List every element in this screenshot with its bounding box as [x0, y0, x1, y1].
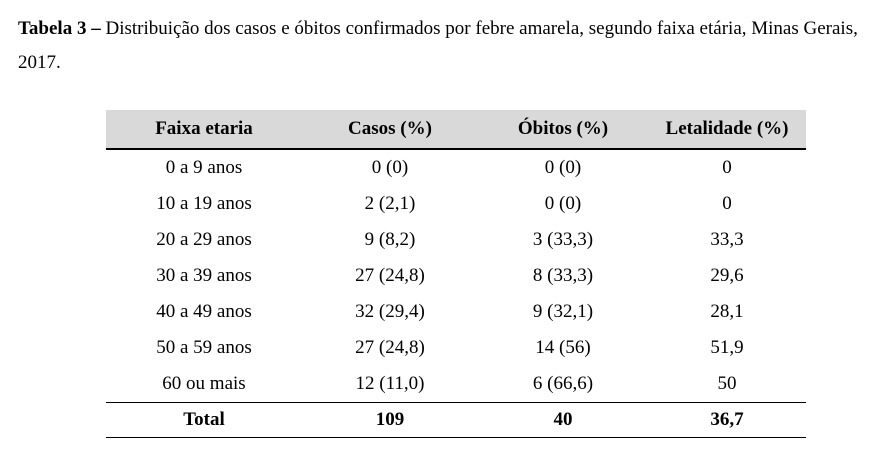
cell-letalidade: 51,9 — [710, 337, 744, 358]
table-row: 0 a 9 anos 0 (0) 0 (0) 0 — [106, 149, 806, 186]
cell-faixa-etaria: 30 a 39 anos — [156, 265, 252, 286]
table-row: 10 a 19 anos 2 (2,1) 0 (0) 0 — [106, 186, 806, 222]
cell-obitos: 14 (56) — [535, 337, 591, 358]
cell-letalidade: 0 — [722, 193, 732, 214]
cell-casos: 2 (2,1) — [364, 193, 416, 214]
cell-letalidade: 50 — [717, 373, 737, 394]
cell-casos: 27 (24,8) — [355, 337, 425, 358]
cell-casos: 12 (11,0) — [355, 373, 425, 394]
cell-faixa-etaria: 10 a 19 anos — [156, 193, 252, 214]
table-row: 30 a 39 anos 27 (24,8) 8 (33,3) 29,6 — [106, 258, 806, 294]
cell-casos: 9 (8,2) — [364, 229, 416, 250]
total-casos: 109 — [302, 402, 478, 438]
age-group-table: Faixa etaria Casos (%) Óbitos (%) Letali… — [106, 110, 806, 438]
cell-letalidade: 0 — [722, 157, 732, 178]
cell-obitos: 8 (33,3) — [532, 265, 594, 286]
total-obitos: 40 — [478, 402, 648, 438]
table-row: 20 a 29 anos 9 (8,2) 3 (33,3) 33,3 — [106, 222, 806, 258]
cell-faixa-etaria: 50 a 59 anos — [156, 337, 252, 358]
cell-letalidade: 28,1 — [710, 301, 744, 322]
header-row: Faixa etaria Casos (%) Óbitos (%) Letali… — [106, 110, 806, 150]
age-group-table-container: Faixa etaria Casos (%) Óbitos (%) Letali… — [106, 110, 806, 438]
table-header: Faixa etaria Casos (%) Óbitos (%) Letali… — [106, 110, 806, 150]
header-obitos: Óbitos (%) — [478, 110, 648, 150]
header-casos: Casos (%) — [302, 110, 478, 150]
cell-letalidade: 33,3 — [710, 229, 744, 250]
total-row: Total 109 40 36,7 — [106, 402, 806, 438]
cell-obitos: 0 (0) — [544, 157, 582, 178]
cell-faixa-etaria: 20 a 29 anos — [156, 229, 252, 250]
cell-letalidade: 29,6 — [710, 265, 744, 286]
caption-label: Tabela 3 – — [18, 18, 101, 39]
cell-casos: 32 (29,4) — [355, 301, 425, 322]
header-letalidade: Letalidade (%) — [648, 110, 806, 150]
caption-text: Distribuição dos casos e óbitos confirma… — [18, 18, 858, 73]
cell-faixa-etaria: 0 a 9 anos — [165, 157, 243, 178]
cell-obitos: 6 (66,6) — [532, 373, 594, 394]
table-row: 40 a 49 anos 32 (29,4) 9 (32,1) 28,1 — [106, 294, 806, 330]
table-caption: Tabela 3 – Distribuição dos casos e óbit… — [18, 12, 878, 80]
cell-casos: 0 (0) — [371, 157, 409, 178]
cell-obitos: 0 (0) — [544, 193, 582, 214]
table-row: 50 a 59 anos 27 (24,8) 14 (56) 51,9 — [106, 330, 806, 366]
cell-faixa-etaria: 60 ou mais — [162, 373, 246, 394]
cell-casos: 27 (24,8) — [355, 265, 425, 286]
cell-obitos: 9 (32,1) — [532, 301, 594, 322]
table-body: 0 a 9 anos 0 (0) 0 (0) 0 10 a 19 anos 2 … — [106, 149, 806, 403]
table-footer: Total 109 40 36,7 — [106, 402, 806, 438]
total-letalidade: 36,7 — [648, 402, 806, 438]
total-label: Total — [106, 402, 302, 438]
cell-faixa-etaria: 40 a 49 anos — [156, 301, 252, 322]
table-row: 60 ou mais 12 (11,0) 6 (66,6) 50 — [106, 366, 806, 403]
cell-obitos: 3 (33,3) — [532, 229, 594, 250]
header-faixa-etaria: Faixa etaria — [106, 110, 302, 150]
